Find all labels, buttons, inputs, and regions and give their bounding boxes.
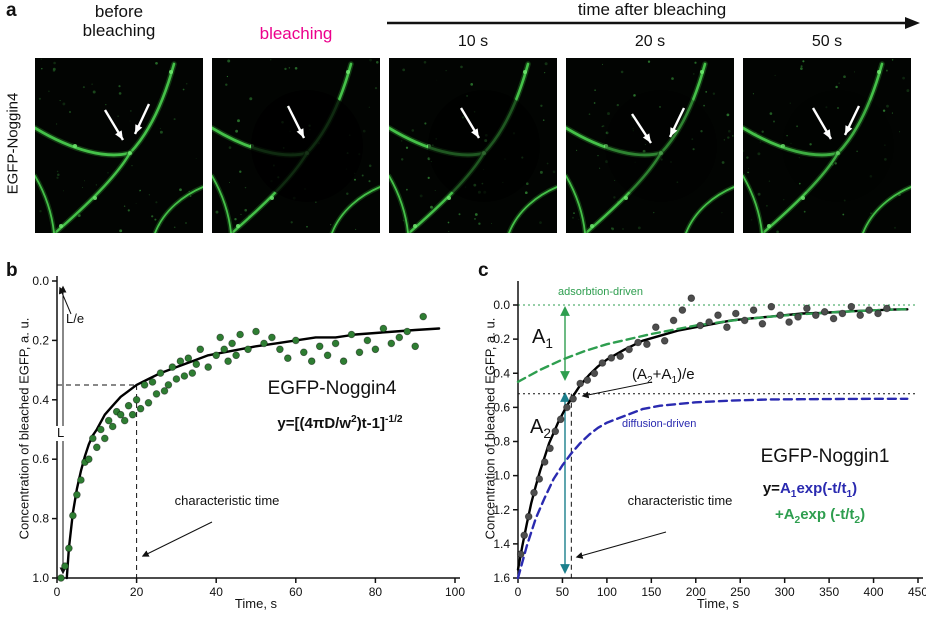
svg-text:0.8: 0.8 <box>493 435 510 449</box>
svg-text:150: 150 <box>641 585 661 599</box>
svg-text:0: 0 <box>515 585 522 599</box>
characteristic-time-arrow-icon <box>141 521 213 557</box>
header-before-bleaching: before bleaching <box>82 2 156 41</box>
svg-text:0.8: 0.8 <box>32 512 49 526</box>
svg-text:0.4: 0.4 <box>32 393 49 407</box>
timepoint-20s: 20 s <box>634 33 666 50</box>
row-label-egfp-noggin4: EGFP-Noggin4 <box>4 92 22 195</box>
svg-text:50: 50 <box>556 585 570 599</box>
svg-text:1.0: 1.0 <box>32 571 49 585</box>
frap-image-strip <box>35 58 911 233</box>
characteristic-time-label-c: characteristic time <box>627 493 733 508</box>
svg-text:60: 60 <box>289 585 303 599</box>
header-bleaching: bleaching <box>259 24 333 43</box>
svg-text:0: 0 <box>54 585 61 599</box>
frap-image-50s <box>743 58 911 233</box>
y-axis-label-b: Concentration of bleached EGFP, a. u. <box>16 317 32 540</box>
l-over-e-label: L/e <box>66 311 85 326</box>
svg-text:200: 200 <box>686 585 706 599</box>
adsorption-driven-label: adsorbtion-driven <box>558 286 643 298</box>
svg-text:0.4: 0.4 <box>493 366 510 380</box>
chart-c-equation-line1: y=A1exp(-t/t1) <box>762 480 858 500</box>
frap-image-before <box>35 58 203 233</box>
svg-text:0.6: 0.6 <box>32 452 49 466</box>
svg-text:0.2: 0.2 <box>32 333 49 347</box>
svg-text:250: 250 <box>730 585 750 599</box>
x-axis-label-b: Time, s <box>234 596 278 611</box>
x-axis-label-c: Time, s <box>696 596 740 611</box>
svg-text:350: 350 <box>819 585 839 599</box>
chart-c-title: EGFP-Noggin1 <box>760 446 890 467</box>
svg-text:0.0: 0.0 <box>32 274 49 288</box>
l-label: L <box>55 425 67 441</box>
svg-text:0.2: 0.2 <box>493 332 510 346</box>
timepoint-10s: 10 s <box>457 33 489 50</box>
amplitude-over-e-label: (A2+A1)/e <box>632 366 695 386</box>
svg-text:0.0: 0.0 <box>493 298 510 312</box>
header-time-after-bleaching: time after bleaching <box>577 0 727 19</box>
chart-b-equation: y=[(4πD/w2)t-1]-1/2 <box>277 414 403 432</box>
svg-text:20: 20 <box>130 585 144 599</box>
timepoint-50s: 50 s <box>811 33 843 50</box>
svg-text:1.0: 1.0 <box>493 469 510 483</box>
a2-label: A2 <box>530 416 551 441</box>
panel-a-letter: a <box>6 0 17 21</box>
panel-b: b 0 20 40 60 80 100 0.0 0.2 0.4 0.6 0.8 1.0 Concent… <box>0 256 470 620</box>
svg-text:0.6: 0.6 <box>493 400 510 414</box>
chart-b-title: EGFP-Noggin4 <box>267 378 397 399</box>
svg-text:1.6: 1.6 <box>493 571 510 585</box>
svg-text:400: 400 <box>864 585 884 599</box>
panel-c-letter: c <box>478 260 489 281</box>
svg-text:100: 100 <box>597 585 617 599</box>
frap-image-bleach <box>212 58 380 233</box>
svg-text:40: 40 <box>210 585 224 599</box>
y-axis-label-c: Concentration of bleached EGFP, a. u. <box>482 317 498 540</box>
chart-c-equation-line2: +A2exp (-t/t2) <box>774 506 866 526</box>
a1-label: A1 <box>532 326 553 351</box>
diffusion-driven-label: diffusion-driven <box>622 418 697 430</box>
characteristic-time-arrow-c-icon <box>575 531 667 559</box>
svg-text:450: 450 <box>908 585 926 599</box>
panel-b-letter: b <box>6 260 18 281</box>
svg-text:1.2: 1.2 <box>493 503 510 517</box>
panel-c: c 0 50 100 150 200 250 300 350 400 450 0.0 0.2 0.4 0.… <box>470 256 926 620</box>
frap-image-10s <box>389 58 557 233</box>
timeline-arrow-icon <box>387 17 920 29</box>
svg-text:300: 300 <box>775 585 795 599</box>
svg-text:1.4: 1.4 <box>493 537 510 551</box>
characteristic-time-label-b: characteristic time <box>174 493 280 508</box>
chart-c-svg: 0 50 100 150 200 250 300 350 400 450 0.0 0.2 0.4 0.6 0… <box>493 281 926 599</box>
svg-text:80: 80 <box>369 585 383 599</box>
svg-text:100: 100 <box>445 585 465 599</box>
frap-image-20s <box>566 58 734 233</box>
